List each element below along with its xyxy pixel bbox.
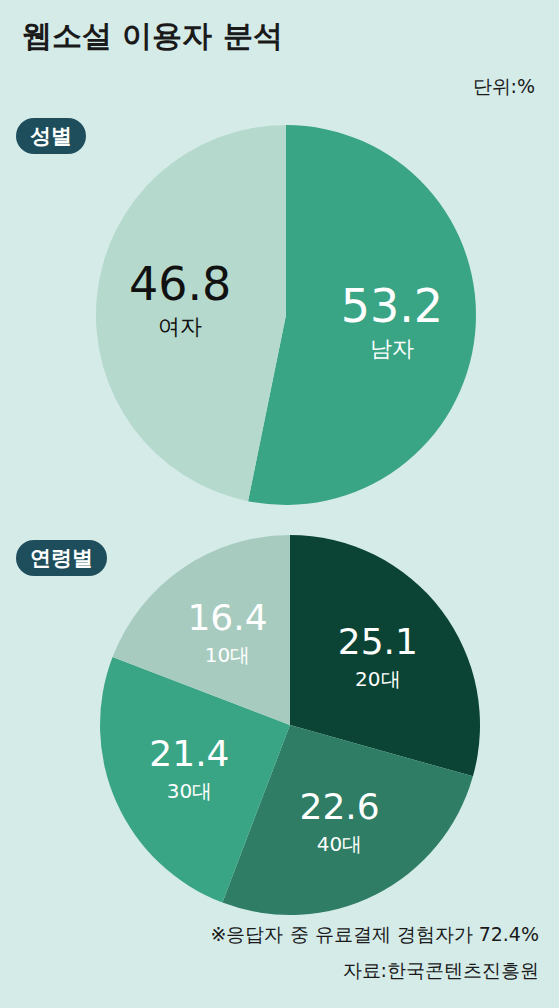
svg-text:46.8: 46.8 bbox=[129, 257, 231, 311]
svg-text:53.2: 53.2 bbox=[341, 279, 443, 333]
svg-text:25.1: 25.1 bbox=[338, 621, 418, 662]
svg-text:20대: 20대 bbox=[355, 667, 400, 691]
svg-text:21.4: 21.4 bbox=[149, 733, 229, 774]
html-text:단위:%: 단위:% bbox=[472, 75, 535, 97]
html-text:성별: 성별 bbox=[30, 124, 72, 148]
html-text:연령별: 연령별 bbox=[30, 546, 93, 570]
svg-text:10대: 10대 bbox=[205, 643, 250, 667]
svg-text:여자: 여자 bbox=[158, 314, 202, 339]
svg-text:남자: 남자 bbox=[370, 336, 414, 361]
svg-text:40대: 40대 bbox=[317, 832, 362, 856]
html-text:※응답자 중 유료결제 경험자가 72.4%: ※응답자 중 유료결제 경험자가 72.4% bbox=[210, 923, 539, 945]
svg-text:16.4: 16.4 bbox=[187, 597, 267, 638]
html-text:웹소설 이용자 분석: 웹소설 이용자 분석 bbox=[22, 18, 283, 53]
svg-text:22.6: 22.6 bbox=[300, 786, 380, 827]
svg-text:30대: 30대 bbox=[167, 779, 212, 803]
html-text:자료:한국콘텐츠진흥원: 자료:한국콘텐츠진흥원 bbox=[342, 959, 539, 981]
